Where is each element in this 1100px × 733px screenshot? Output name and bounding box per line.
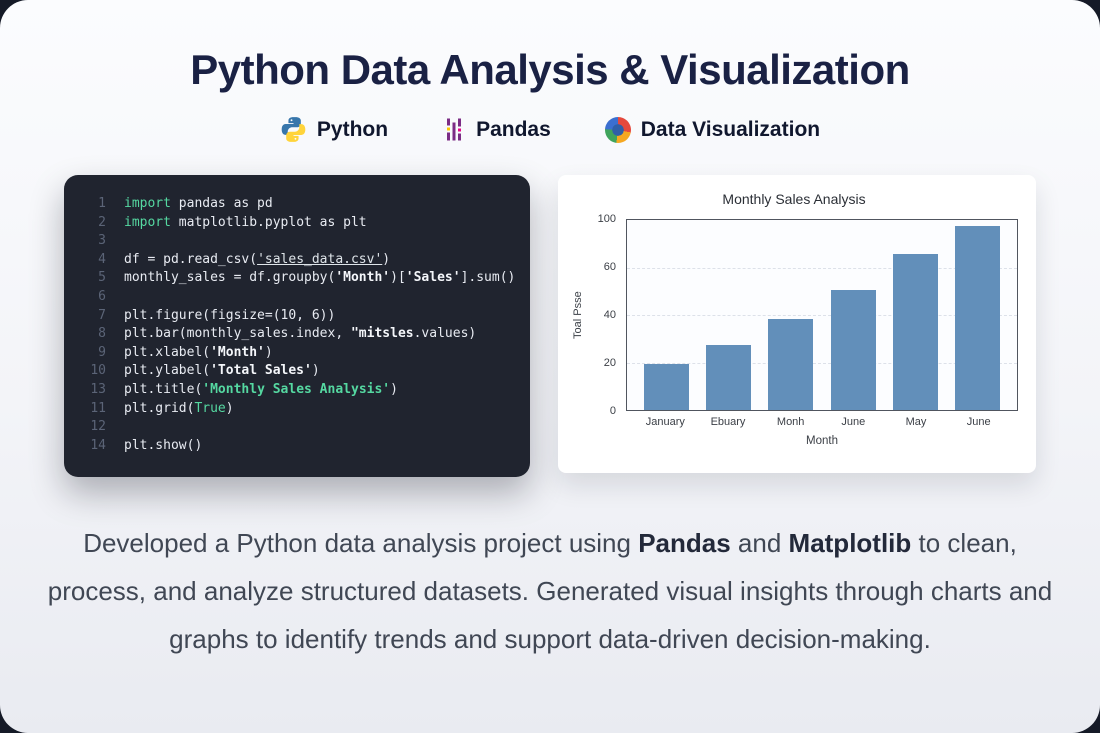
gridline [627,362,1017,364]
bar-slot [884,220,946,410]
data-visualization-icon [604,116,631,143]
code-text: plt.xlabel('Month') [124,344,273,360]
line-number: 6 [98,288,106,304]
y-axis-title: Toal Psse [572,291,584,339]
line-number: 1 [98,196,106,211]
badges-row: Python Pandas Data Visualization [0,116,1100,143]
code-text: monthly_sales = df.groupby('Month')['Sal… [124,270,516,286]
bar [706,345,751,410]
chart-panel: Monthly Sales Analysis Toal Psse 100 60 40… [558,175,1036,473]
description-text: Developed a Python data analysis project… [36,519,1064,663]
line-number: 3 [98,233,106,249]
gridlines [627,220,1017,410]
code-text: plt.figure(figsize=(10, 6)) [124,307,336,323]
bar-slot [697,220,759,410]
description-segment: to clean, process, and analyze structure… [47,528,1053,654]
bar [830,290,876,410]
code-line: 6 [80,288,514,307]
x-tick-label: May [905,416,927,428]
bar [955,225,1001,410]
y-tick-label: 40 [603,309,616,321]
code-line: 12 [80,418,514,437]
page-title: Python Data Analysis & Visualization [190,46,910,93]
line-number: 4 [98,251,106,267]
code-text: plt.bar(monthly_sales.index, "mitsles.va… [124,326,477,342]
badge-pandas: Pandas [442,116,551,143]
code-line: 2 import matplotlib.pyplot as plt [80,214,514,233]
x-tick-label: June [841,416,866,428]
x-tick-label: June [966,416,991,428]
python-icon [280,116,307,143]
description-bold-segment: Matplotlib [788,528,912,558]
code-line: 9 plt.xlabel('Month') [80,344,514,363]
code-text: plt.grid(True) [124,400,234,416]
bar [893,254,938,410]
line-number: 5 [98,270,106,286]
code-text: plt.show() [124,437,203,453]
bar-slot [947,220,1009,410]
y-axis-ticks: 100 60 40 20 0 [588,213,624,417]
badge-label: Python [316,117,389,141]
code-line: 7 plt.figure(figsize=(10, 6)) [80,307,514,326]
code-line: 4 df = pd.read_csv('sales_data.csv') [80,251,514,270]
x-labels: January Ebuary Monh June May June [626,411,1018,433]
line-number: 2 [98,214,106,230]
code-line: 11 plt.grid(True) [80,400,514,419]
code-line: 14 plt.show() [80,437,514,456]
description-segment: Developed a Python data analysis project… [83,528,639,558]
code-editor-panel: 1 import pandas as pd 2 import matplotlib.p… [64,175,530,477]
bars-row [627,220,1017,410]
chart-grid: Toal Psse 100 60 40 20 0 January Ebuary Monh Ju… [570,213,1018,451]
x-tick-label: Ebuary [710,416,746,428]
line-number: 11 [90,400,106,416]
bar-slot [760,220,822,410]
line-number: 12 [90,419,106,435]
pandas-icon [442,116,466,143]
badge-python: Python [280,116,388,143]
code-text: plt.ylabel('Total Sales') [124,363,320,379]
line-number: 13 [90,381,106,397]
y-tick-label: 0 [609,405,616,417]
badge-data-visualization: Data Visualization [604,116,821,143]
code-line: 10 plt.ylabel('Total Sales') [80,362,514,381]
line-number: 7 [98,307,106,323]
bar [643,364,689,410]
code-line: 3 [80,232,514,251]
bar-slot [822,220,884,410]
code-text: plt.title('Monthly Sales Analysis') [124,381,398,397]
chart-title: Monthly Sales Analysis [722,191,866,207]
x-tick-label: Monh [776,416,805,428]
code-lines: 1 import pandas as pd 2 import matplotlib.p… [80,195,516,456]
badge-label: Pandas [476,117,551,141]
code-line: 8 plt.bar(monthly_sales.index, "mitsles.v… [80,325,514,344]
code-line: 13 plt.title('Monthly Sales Analysis') [80,381,514,400]
line-number: 14 [90,437,106,453]
bar [768,318,814,410]
badge-label: Data Visualization [640,117,821,141]
x-axis-title: Month [806,435,838,447]
line-number: 9 [98,344,106,360]
code-line: 1 import pandas as pd [80,195,514,214]
line-number: 8 [98,326,106,342]
code-text: df = pd.read_csv('sales_data.csv') [124,251,391,267]
gridline [627,315,1017,316]
code-line: 5 monthly_sales = df.groupby('Month')['Sa… [80,269,516,288]
y-tick-label: 100 [597,213,616,225]
code-text: import pandas as pd [124,196,273,211]
y-tick-label: 60 [603,261,616,273]
y-tick-label: 20 [603,357,616,369]
description-bold-segment: Pandas [638,528,731,558]
bar-slot [635,220,697,410]
line-number: 10 [90,363,106,379]
content-row: 1 import pandas as pd 2 import matplotlib.p… [0,175,1100,477]
gridline [627,267,1017,269]
description-segment: and [730,528,789,558]
code-text: import matplotlib.pyplot as plt [124,214,367,230]
plot-area [626,219,1018,411]
x-tick-label: January [645,416,685,428]
